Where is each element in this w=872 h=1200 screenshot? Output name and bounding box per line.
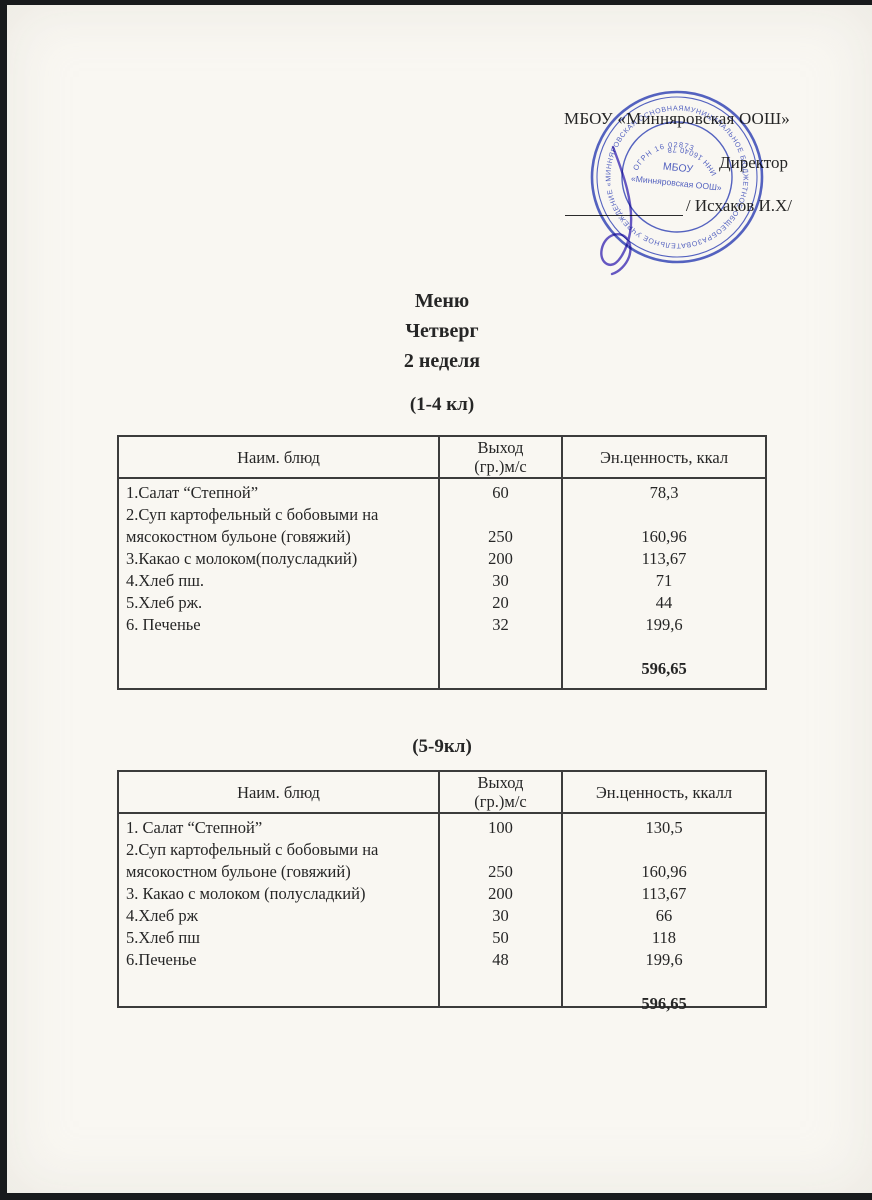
table-cell-line: 6. Печенье — [126, 615, 201, 634]
menu-title-block: Меню Четверг 2 неделя — [117, 286, 767, 376]
column-header-dish: Наим. блюд — [237, 782, 320, 802]
column-header-output-line1: Выход — [477, 438, 524, 457]
scanned-menu-page: МБОУ «Минняровская ООШ» Директор / Исхак… — [7, 5, 872, 1193]
menu-title: Меню — [414, 290, 470, 312]
output-column: 100 250 200 30 50 48 — [438, 814, 563, 1006]
table-cell-line: 6.Печенье — [126, 950, 197, 969]
table-cell-line: мясокостном бульоне (говяжий) — [126, 862, 351, 881]
table-cell-line: 160,96 — [641, 527, 687, 546]
table-cell-line: 100 — [488, 818, 513, 837]
stamp-center-line1: МБОУ — [662, 161, 694, 176]
column-header-energy: Эн.ценность, ккалл — [595, 782, 733, 802]
handwritten-signature — [600, 145, 633, 276]
table-cell-line: 50 — [492, 928, 509, 947]
dish-column: 1.Салат “Степной” 2.Суп картофельный с бо… — [119, 479, 438, 688]
table-cell-line: 5.Хлеб пш — [126, 928, 200, 947]
table-cell-line: 160,96 — [641, 862, 687, 881]
table-cell-line: 1.Салат “Степной” — [126, 483, 259, 502]
energy-column: 78,3 160,96 113,67 71 44 199,6 596,65 — [563, 479, 765, 688]
table-cell-line — [440, 504, 561, 526]
section-label-grades-1-4: (1-4 кл) — [409, 394, 475, 415]
official-round-stamp: МУНИЦИПАЛЬНОЕ БЮДЖЕТНОЕ ОБЩЕОБРАЗОВАТЕЛЬ… — [587, 87, 764, 264]
table-cell-line: 596,65 — [641, 659, 687, 678]
table-cell-line: 596,65 — [641, 994, 687, 1013]
section-label-grades-5-9: (5-9кл) — [412, 736, 472, 757]
menu-week: 2 неделя — [403, 350, 481, 372]
table-cell-line: 66 — [655, 906, 673, 925]
table-cell-line — [563, 636, 765, 658]
table-cell-line: 5.Хлеб рж. — [126, 593, 203, 612]
table-cell-line — [563, 971, 765, 993]
table-cell-line: 250 — [488, 862, 513, 881]
table-cell-line — [119, 658, 438, 680]
table-cell-line: 3.Какао с молоком(полусладкий) — [126, 549, 358, 568]
table-cell-line: 200 — [488, 884, 513, 903]
table-body: 1. Салат “Степной” 2.Суп картофельный с б… — [119, 814, 765, 1013]
table-cell-line: мясокостном бульоне (говяжий) — [126, 527, 351, 546]
table-cell-line — [563, 504, 765, 526]
table-cell-line — [119, 636, 438, 658]
column-header-output: Выход (гр.)м/с — [438, 772, 563, 812]
table-cell-line: 60 — [492, 483, 509, 502]
column-header-energy: Эн.ценность, ккал — [599, 447, 729, 467]
table-cell-line: 71 — [655, 571, 673, 590]
table-cell-line: 4.Хлеб пш. — [126, 571, 205, 590]
table-cell-line: 250 — [488, 527, 513, 546]
table-cell-line: 199,6 — [645, 615, 683, 634]
table-cell-line: 30 — [492, 906, 509, 925]
table-cell-line: 1. Салат “Степной” — [126, 818, 263, 837]
table-header-row: Наим. блюд Выход (гр.)м/с Эн.ценность, к… — [119, 772, 765, 814]
table-cell-line: 78,3 — [649, 483, 679, 502]
output-column: 60 250 200 30 20 32 — [438, 479, 563, 688]
column-header-dish: Наим. блюд — [237, 447, 320, 467]
table-cell-line — [440, 971, 561, 993]
table-cell-line — [440, 839, 561, 861]
table-cell-line: 113,67 — [641, 884, 687, 903]
director-name: / Исхаков И.Х/ — [685, 196, 792, 215]
table-cell-line: 48 — [492, 950, 509, 969]
column-header-output-line2: (гр.)м/с — [474, 792, 527, 811]
table-cell-line: 3. Какао с молоком (полусладкий) — [126, 884, 366, 903]
menu-day: Четверг — [405, 320, 479, 342]
dish-column: 1. Салат “Степной” 2.Суп картофельный с б… — [119, 814, 438, 1006]
director-label: Директор — [719, 153, 788, 172]
signature-row: / Исхаков И.Х/ — [564, 195, 792, 216]
table-cell-line: 32 — [492, 615, 509, 634]
signature-underline — [564, 195, 683, 216]
table-cell-line — [119, 971, 438, 993]
table-cell-line — [563, 839, 765, 861]
menu-table-grades-5-9: Наим. блюд Выход (гр.)м/с Эн.ценность, к… — [117, 770, 767, 1013]
column-header-output-line2: (гр.)м/с — [474, 457, 527, 476]
table-cell-line — [440, 993, 561, 1015]
table-cell-line — [119, 993, 438, 1015]
table-cell-line: 4.Хлеб рж — [126, 906, 199, 925]
table-cell-line: 113,67 — [641, 549, 687, 568]
table-cell-line: 118 — [651, 928, 677, 947]
energy-column: 130,5 160,96 113,67 66 118 199,6 596,65 — [563, 814, 765, 1013]
table-cell-line — [440, 658, 561, 680]
column-header-output-line1: Выход — [477, 773, 524, 792]
table-cell-line — [440, 636, 561, 658]
table-body: 1.Салат “Степной” 2.Суп картофельный с бо… — [119, 479, 765, 688]
column-header-output: Выход (гр.)м/с — [438, 437, 563, 477]
table-cell-line: 44 — [655, 593, 673, 612]
table-header-row: Наим. блюд Выход (гр.)м/с Эн.ценность, к… — [119, 437, 765, 479]
menu-table-grades-1-4: Наим. блюд Выход (гр.)м/с Эн.ценность, к… — [117, 435, 767, 690]
table-cell-line: 2.Суп картофельный с бобовыми на — [126, 505, 379, 524]
table-cell-line: 130,5 — [645, 818, 683, 837]
table-cell-line: 20 — [492, 593, 509, 612]
table-cell-line: 30 — [492, 571, 509, 590]
table-cell-line: 2.Суп картофельный с бобовыми на — [126, 840, 379, 859]
table-cell-line: 200 — [488, 549, 513, 568]
table-cell-line: 199,6 — [645, 950, 683, 969]
